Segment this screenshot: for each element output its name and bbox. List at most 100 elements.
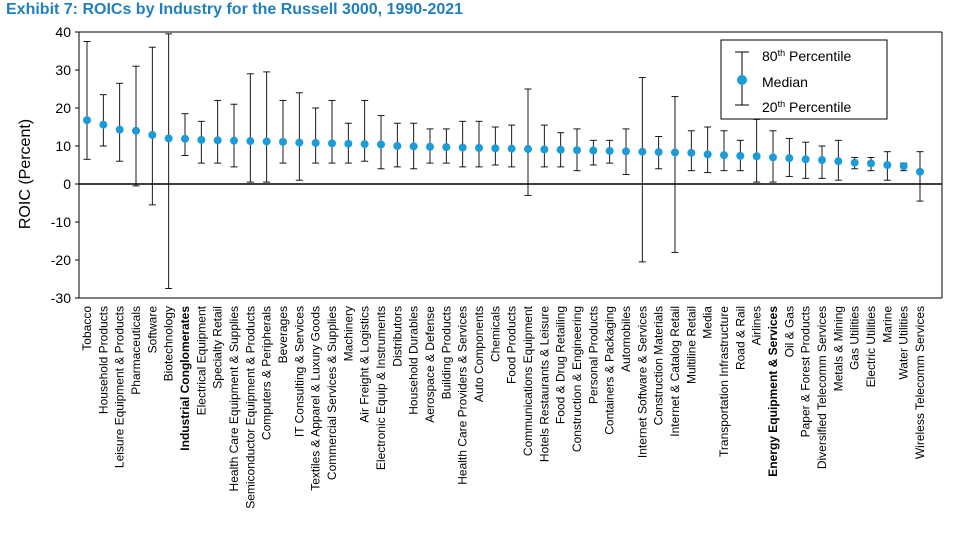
median-point xyxy=(213,136,222,145)
x-tick-label: Tobacco xyxy=(80,306,94,351)
x-tick-label: Food Products xyxy=(505,306,519,384)
median-point xyxy=(638,147,647,156)
legend-80th-label: 80th Percentile xyxy=(762,48,851,64)
legend-median-marker xyxy=(737,75,747,85)
x-tick-label: Oil & Gas xyxy=(782,306,796,357)
median-point xyxy=(279,137,287,146)
x-tick-label: Commercial Services & Supplies xyxy=(325,306,339,480)
median-point xyxy=(687,148,696,157)
median-point xyxy=(703,150,712,159)
legend-median-label: Median xyxy=(762,74,808,90)
y-tick-label: -10 xyxy=(51,214,71,230)
x-tick-label: Marine xyxy=(880,306,894,343)
median-point xyxy=(83,116,91,125)
median-point xyxy=(442,143,451,152)
median-point xyxy=(605,146,614,155)
x-tick-label: Internet Software & Services xyxy=(635,306,649,458)
y-tick-label: -20 xyxy=(51,252,71,268)
x-tick-label: Multiline Retail xyxy=(684,306,698,384)
median-point xyxy=(230,136,238,145)
median-point xyxy=(524,145,532,154)
x-tick-label: Energy Equipment & Services xyxy=(766,306,780,477)
legend: 80th Percentile Median 20th Percentile xyxy=(720,39,888,120)
median-point xyxy=(426,142,434,151)
x-tick-label: Transportation Infrastructure xyxy=(717,306,731,457)
x-tick-label: Beverages xyxy=(276,306,290,363)
x-tick-label: Aerospace & Defense xyxy=(423,306,437,423)
y-tick-label: 10 xyxy=(55,138,71,154)
x-tick-label: Building Products xyxy=(439,306,453,399)
x-tick-label: Construction & Engineering xyxy=(570,306,584,452)
median-point xyxy=(491,144,500,153)
x-tick-label: Distributors xyxy=(390,306,404,367)
x-tick-label: Air Freight & Logistics xyxy=(358,306,372,423)
x-tick-label: Electric Utilities xyxy=(864,306,878,387)
median-point xyxy=(246,137,255,146)
median-point xyxy=(507,144,516,153)
x-tick-label: Semiconductor Equipment & Products xyxy=(243,306,257,509)
y-tick-label: 0 xyxy=(63,176,71,192)
x-tick-label: Construction Materials xyxy=(652,306,666,425)
median-point xyxy=(589,146,598,155)
median-point xyxy=(148,130,157,139)
median-point xyxy=(867,159,875,168)
y-tick-label: 20 xyxy=(55,100,71,116)
legend-box xyxy=(720,39,888,120)
x-tick-label: Personal Products xyxy=(586,306,600,404)
x-tick-label: Textiles & Apparel & Luxury Goods xyxy=(309,306,323,491)
x-tick-label: Machinery xyxy=(341,306,355,361)
x-tick-label: Electrical Equipment xyxy=(194,305,208,415)
x-tick-label: Automobiles xyxy=(619,306,633,372)
median-point xyxy=(393,142,402,150)
median-point xyxy=(573,146,581,155)
median-point xyxy=(181,134,189,143)
y-tick-label: 30 xyxy=(55,62,71,78)
x-tick-label: Water Utilities xyxy=(897,306,911,380)
x-tick-label: Electronic Equip & Instruments xyxy=(374,306,388,470)
y-tick-label: 40 xyxy=(55,24,71,40)
median-point xyxy=(409,142,418,151)
x-tick-label: Health Care Equipment & Supplies xyxy=(227,306,241,491)
median-point xyxy=(164,134,173,143)
median-point xyxy=(899,162,908,171)
x-tick-label: Communications Equipment xyxy=(521,305,535,456)
legend-20th-label: 20th Percentile xyxy=(762,99,851,115)
x-tick-label: IT Consulting & Services xyxy=(292,306,306,437)
median-point xyxy=(458,143,467,152)
x-tick-label: Paper & Forest Products xyxy=(799,306,813,437)
x-tick-label: Industrial Conglomerates xyxy=(178,306,192,451)
median-point xyxy=(540,145,549,154)
median-point xyxy=(916,167,924,176)
x-tick-label: Leisure Equipment & Products xyxy=(113,306,127,468)
x-tick-label: Food & Drug Retailing xyxy=(554,306,568,424)
median-point xyxy=(197,135,206,144)
median-point xyxy=(720,151,728,160)
median-point xyxy=(622,147,630,156)
median-point xyxy=(344,139,353,148)
x-tick-label: Road & Rail xyxy=(733,306,747,370)
x-tick-label: Internet & Catalog Retail xyxy=(668,306,682,437)
median-point xyxy=(295,138,304,147)
axes: ROIC (Percent) xyxy=(17,31,943,299)
x-tick-label: Containers & Packaging xyxy=(603,306,617,435)
x-tick-label: Diversified Telecomm Services xyxy=(815,306,829,469)
median-point xyxy=(769,153,777,162)
median-markers xyxy=(83,116,924,176)
x-tick-label: Gas Utilities xyxy=(848,306,862,370)
x-tick-label: Metals & Mining xyxy=(831,306,845,391)
y-tick-label: -30 xyxy=(51,290,71,306)
median-point xyxy=(377,140,385,149)
median-point xyxy=(818,156,826,165)
median-point xyxy=(556,145,565,154)
median-point xyxy=(785,154,794,163)
median-point xyxy=(801,155,810,164)
x-tick-label: Household Products xyxy=(96,306,110,414)
y-axis-label: ROIC (Percent) xyxy=(17,119,34,229)
x-tick-label: Wireless Telecomm Services xyxy=(913,306,927,459)
chart-title: Exhibit 7: ROICs by Industry for the Rus… xyxy=(6,1,464,18)
x-tick-label: Specialty Retail xyxy=(211,306,225,389)
median-point xyxy=(262,137,271,146)
x-tick-label: Biotechnology xyxy=(162,306,176,381)
x-tick-label: Pharmaceuticals xyxy=(129,306,143,395)
